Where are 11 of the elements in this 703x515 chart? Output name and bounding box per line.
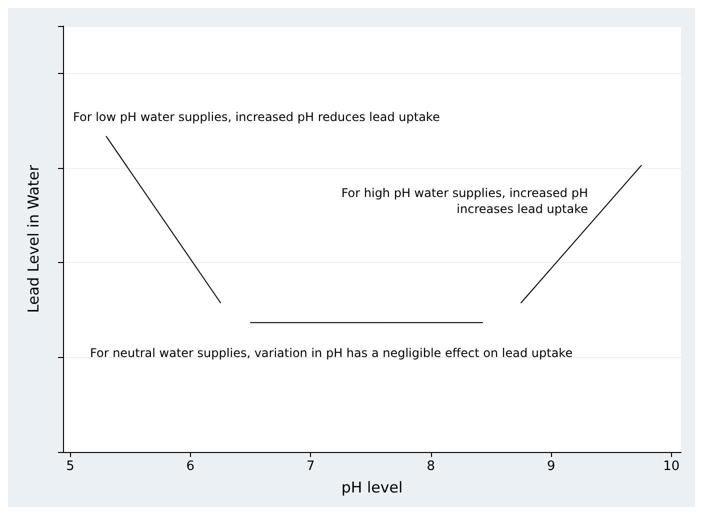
x-tick-label: 8 xyxy=(426,459,436,474)
y-axis-title: Lead Level in Water xyxy=(24,164,42,313)
annotation: For neutral water supplies, variation in pH has a negligible effect on lead uptake xyxy=(90,346,573,360)
x-tick-label: 5 xyxy=(66,459,74,474)
text: For low pH water supplies, increased pH reduces lead uptake xyxy=(73,110,440,124)
annotation: For high pH water supplies, increased pH increases lead uptake xyxy=(341,186,588,216)
x-axis-title: pH level xyxy=(341,478,403,496)
x-tick-label: 6 xyxy=(186,459,195,474)
x-tick-label: 9 xyxy=(547,459,556,474)
x-tick-label: 7 xyxy=(306,459,315,474)
x-tick-label: 10 xyxy=(663,459,680,474)
